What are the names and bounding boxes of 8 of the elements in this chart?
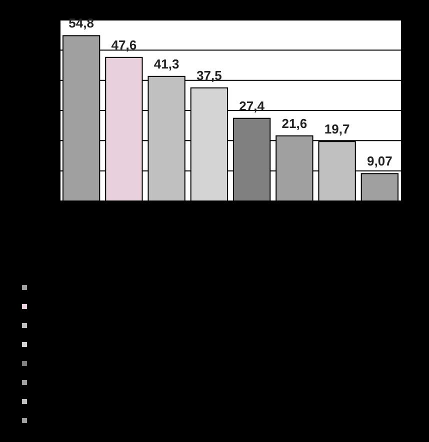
data-label: 19,7	[324, 122, 350, 137]
data-label: 37,5	[196, 68, 222, 83]
data-label: 47,6	[111, 37, 137, 52]
data-label: 41,3	[154, 56, 180, 72]
data-label: 27,4	[239, 98, 266, 114]
data-label: 9,07	[367, 154, 392, 169]
data-label: 54,8	[68, 16, 94, 31]
data-label: 21,6	[282, 116, 308, 131]
